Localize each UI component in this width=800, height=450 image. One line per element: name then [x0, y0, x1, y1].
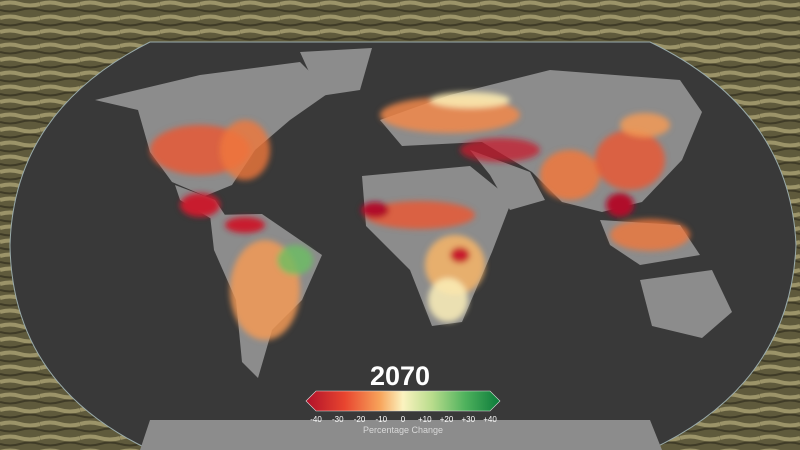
change-overlay	[150, 92, 690, 340]
legend-tick: -40	[310, 415, 322, 424]
legend: Percentage Change -40 -30 -20 -10 0 +10 +20 +30…	[305, 390, 501, 435]
legend-tick: 0	[401, 415, 406, 424]
legend-tick: -30	[332, 415, 344, 424]
legend-tick: +30	[461, 415, 475, 424]
year-label: 2070	[370, 361, 430, 391]
legend-tick: +40	[483, 415, 497, 424]
legend-title: Percentage Change	[363, 425, 443, 435]
legend-tick: -20	[354, 415, 366, 424]
legend-tick: +10	[418, 415, 432, 424]
legend-tick: -10	[375, 415, 387, 424]
colorbar	[305, 390, 501, 412]
legend-tick: +20	[440, 415, 454, 424]
